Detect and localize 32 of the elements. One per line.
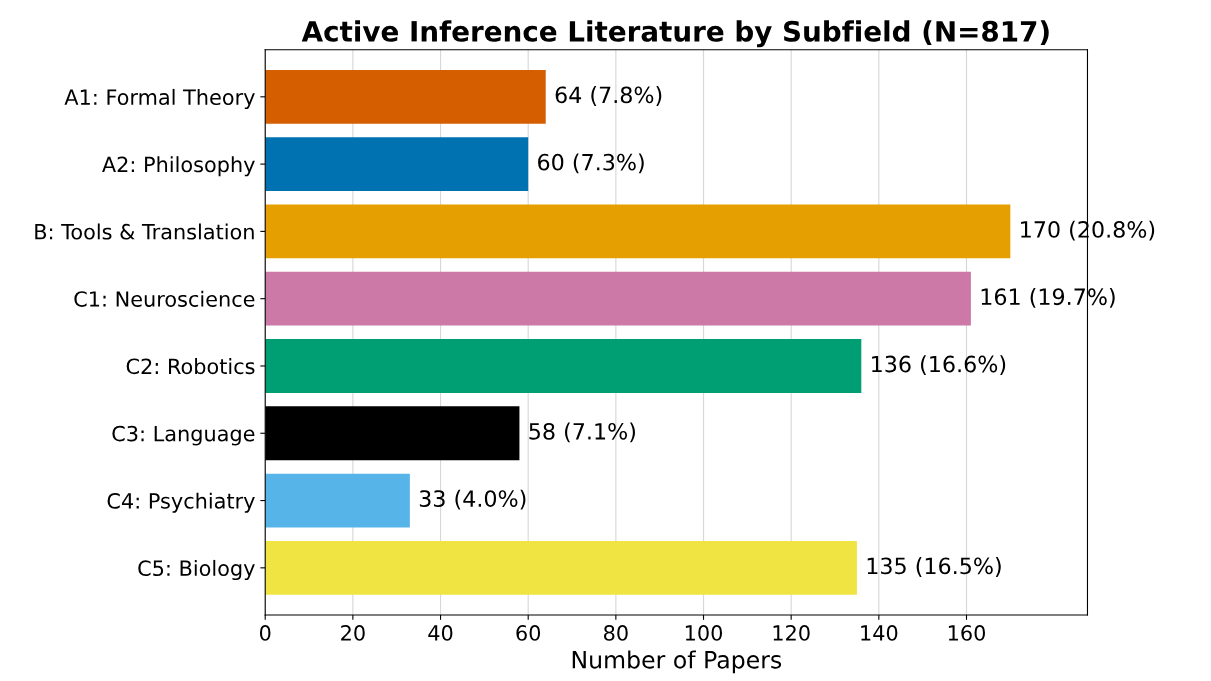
x-tick-label: 80 <box>604 625 628 641</box>
x-tick-label: 100 <box>685 625 723 641</box>
bar <box>265 473 410 528</box>
data-label: 136 (16.6%) <box>872 355 1006 376</box>
y-tick-label: C1: Neuroscience <box>74 290 255 307</box>
y-tick-label: A1: Formal Theory <box>64 88 255 110</box>
x-tick-label: 40 <box>428 625 453 641</box>
y-tick-label: C5: Biology <box>138 559 255 581</box>
x-axis-title: Number of Papers <box>572 650 782 674</box>
x-tick-label: 20 <box>341 625 365 641</box>
y-tick-label: C4: Psychiatry <box>107 492 255 513</box>
data-label: 58 (7.1%) <box>529 422 635 443</box>
bar <box>265 137 529 192</box>
data-label: 64 (7.8%) <box>555 86 662 106</box>
x-tick-label: 0 <box>259 625 271 641</box>
data-label: 33 (4.0%) <box>419 489 526 510</box>
y-tick-label: C3: Language <box>112 425 255 446</box>
data-label: 60 (7.3%) <box>538 153 644 174</box>
y-tick-label: A2: Philosophy <box>102 156 255 177</box>
bar <box>265 69 546 124</box>
bar <box>265 204 1011 259</box>
x-tick-label: 160 <box>948 625 985 641</box>
x-tick-label: 140 <box>861 625 898 641</box>
y-tick-label: B: Tools & Translation <box>35 223 254 240</box>
chart-title: Active Inference Literature by Subfield (N=817) <box>301 20 1049 48</box>
bar <box>265 271 971 326</box>
x-tick-label: 120 <box>773 625 810 641</box>
data-label: 135 (16.5%) <box>867 557 1001 577</box>
bar <box>265 540 857 595</box>
y-tick-label: C2: Robotics <box>126 358 255 375</box>
x-tick-label: 60 <box>516 625 541 641</box>
bar <box>265 339 862 393</box>
